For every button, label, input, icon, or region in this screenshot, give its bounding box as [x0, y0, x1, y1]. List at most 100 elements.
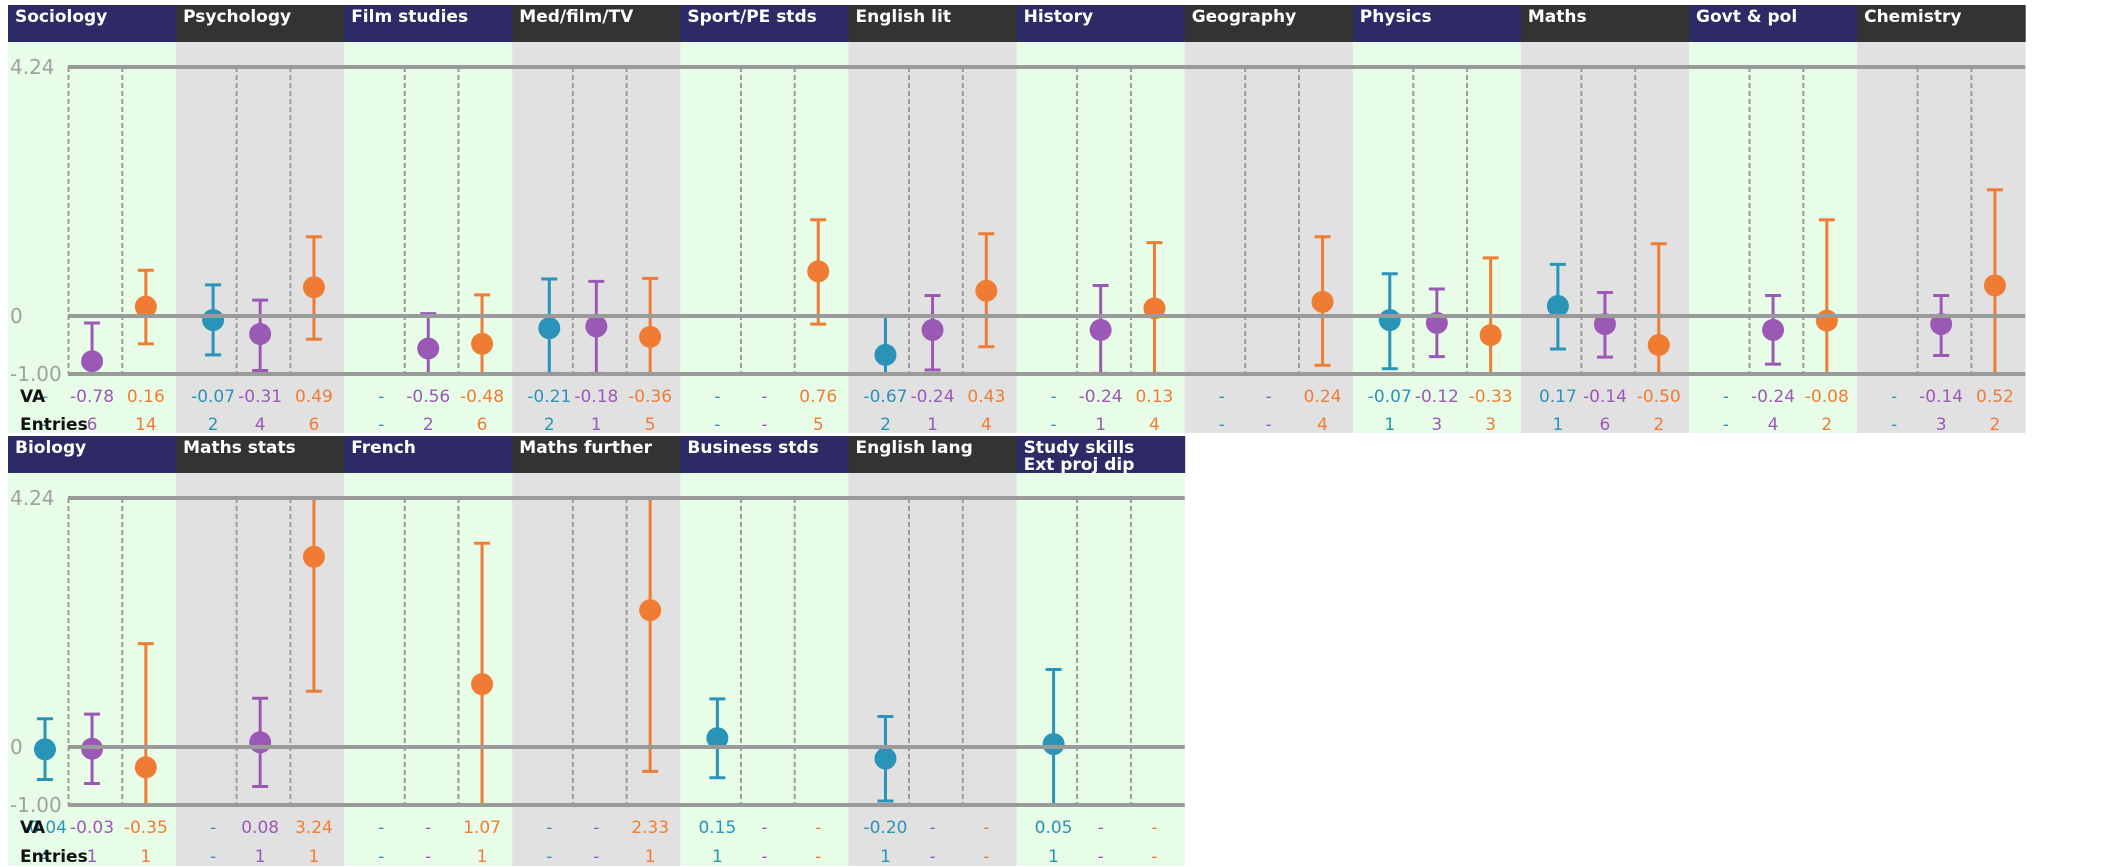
entries-value: -: [378, 847, 384, 867]
subject-panel: English lit -0.67 -0.24 0.43 2 1 4: [848, 5, 1018, 435]
panel-background: [344, 473, 513, 866]
data-point: [302, 545, 325, 568]
entries-value: -: [761, 415, 767, 435]
entries-value: -: [983, 847, 989, 867]
entries-value: -: [1098, 847, 1104, 867]
entries-value: -: [378, 415, 384, 435]
va-value: -0.33: [1469, 387, 1513, 407]
subject-header: [1857, 5, 2026, 42]
data-point: [874, 343, 897, 366]
subject-header: [1016, 5, 1186, 42]
subject-panel: Sport/PE stds - - 0.76 - - 5: [680, 5, 849, 435]
subject-header: [1016, 436, 1186, 473]
entries-value: 6: [477, 415, 488, 435]
subject-panel: Med/film/TV -0.21 -0.18 -0.36 2 1 5: [512, 5, 681, 435]
entries-value: 1: [591, 415, 602, 435]
data-point: [921, 318, 944, 341]
va-value: -0.67: [863, 387, 907, 407]
panel-background: [512, 473, 681, 866]
panel-background: [680, 473, 849, 866]
entries-value: 3: [1485, 415, 1496, 435]
va-value: 3.24: [295, 818, 333, 838]
entries-value: 1: [645, 847, 656, 867]
y-tick-label: 0: [10, 304, 23, 328]
subject-name: English lit: [856, 7, 951, 27]
entries-value: -: [1723, 415, 1729, 435]
entries-value: -: [761, 847, 767, 867]
data-point: [1378, 309, 1401, 332]
subject-header: [680, 5, 849, 42]
subject-header: [176, 5, 345, 42]
va-value: -: [42, 387, 48, 407]
va-value: -: [761, 818, 767, 838]
subject-header: [1352, 5, 1522, 42]
data-point: [1983, 274, 2006, 297]
data-point: [81, 350, 104, 373]
va-value: -: [929, 818, 935, 838]
subject-panel: Maths stats - 0.08 3.24 - 1 1: [176, 436, 345, 867]
subject-header: [512, 5, 681, 42]
entries-value: -: [714, 415, 720, 435]
entries-value: 4: [255, 415, 266, 435]
subject-header: [8, 436, 177, 473]
data-point: [1089, 318, 1112, 341]
va-value: -: [1723, 387, 1729, 407]
va-value: 0.49: [295, 387, 333, 407]
entries-value: 1: [255, 847, 266, 867]
data-point: [1593, 313, 1616, 336]
subject-name: Maths: [1528, 7, 1587, 27]
data-point: [1479, 324, 1502, 347]
va-value: 0.15: [698, 818, 736, 838]
entries-value: 6: [309, 415, 320, 435]
entries-value: -: [1266, 415, 1272, 435]
entries-row-label: Entries: [20, 847, 88, 867]
subject-header: [1689, 5, 1858, 42]
entries-value: 1: [1048, 847, 1059, 867]
entries-value: 3: [1431, 415, 1442, 435]
va-value: -0.24: [911, 387, 955, 407]
va-value: -0.31: [238, 387, 282, 407]
entries-value: 2: [544, 415, 555, 435]
subject-panel: Chemistry - -0.14 0.52 - 3 2: [1857, 5, 2026, 435]
va-value: -0.07: [191, 387, 235, 407]
subject-panel: Sociology - -0.78 0.16 - 6 14: [8, 5, 177, 435]
y-tick-label: 4.24: [10, 486, 55, 510]
va-value: -0.21: [527, 387, 571, 407]
data-point: [874, 747, 897, 770]
subject-header: [680, 436, 849, 473]
y-tick-label: 4.24: [10, 55, 55, 79]
data-point: [538, 317, 561, 340]
entries-value: 2: [880, 415, 891, 435]
entries-value: 1: [87, 847, 98, 867]
va-value: -0.04: [23, 818, 67, 838]
data-point: [1546, 295, 1569, 318]
va-value: 2.33: [631, 818, 669, 838]
entries-value: 3: [1936, 415, 1947, 435]
va-value: -0.56: [406, 387, 450, 407]
data-point: [639, 325, 662, 348]
subject-panel: History - -0.24 0.13 - 1 4: [1016, 5, 1186, 435]
entries-value: 2: [1653, 415, 1664, 435]
va-value: -: [714, 387, 720, 407]
va-value: -0.18: [574, 387, 618, 407]
entries-value: -: [1891, 415, 1897, 435]
va-value: -: [1891, 387, 1897, 407]
data-point: [1143, 297, 1166, 320]
va-value: 0.17: [1539, 387, 1577, 407]
subject-name: Med/film/TV: [519, 7, 634, 27]
entries-value: 14: [135, 415, 157, 435]
data-point: [134, 756, 157, 779]
va-value: -0.24: [1079, 387, 1123, 407]
data-point: [1647, 334, 1670, 356]
entries-value: -: [42, 415, 48, 435]
subject-name: Study skills: [1024, 438, 1135, 458]
entries-value: 1: [1095, 415, 1106, 435]
subject-header: [8, 5, 177, 42]
subject-name: French: [351, 438, 416, 458]
subject-name: Psychology: [183, 7, 291, 27]
va-value: 1.07: [463, 818, 501, 838]
entries-value: -: [1219, 415, 1225, 435]
subject-name: Sport/PE stds: [687, 7, 816, 27]
subject-panel: English lang -0.20 - - 1 - -: [848, 436, 1018, 867]
panel-background: [1016, 473, 1186, 866]
